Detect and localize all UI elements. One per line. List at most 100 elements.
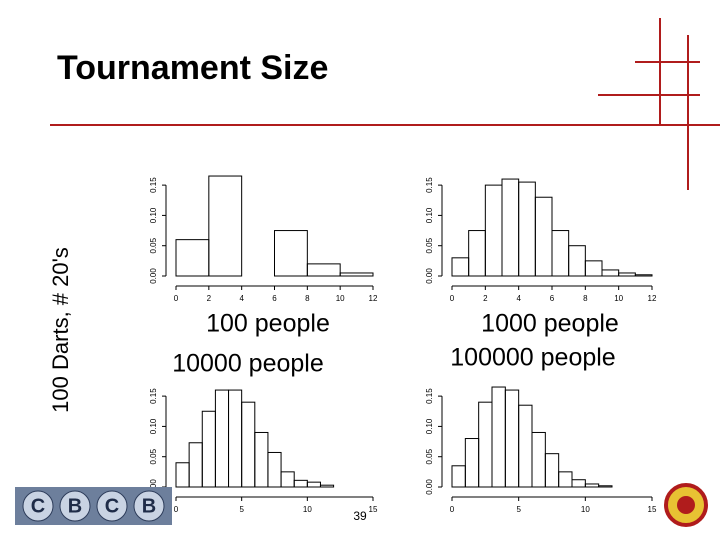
logo-disc (59, 490, 91, 522)
x-tick-label: 5 (239, 505, 244, 514)
bar (468, 230, 486, 277)
bar (267, 451, 282, 488)
bar (208, 175, 243, 277)
bar (601, 269, 620, 277)
y-tick-label: 0.05 (149, 237, 158, 253)
y-tick-label: 0.15 (149, 388, 158, 404)
x-tick-label: 12 (369, 294, 378, 303)
histogram-chart: 0 5 10 15 0.00 0.05 0.10 0.15 (149, 388, 378, 514)
x-tick-label: 4 (516, 294, 521, 303)
x-tick-label: 0 (450, 294, 455, 303)
bar (518, 404, 533, 488)
x-tick-label: 0 (174, 505, 179, 514)
x-tick-label: 0 (174, 294, 179, 303)
histogram-chart: 0 2 4 6 8 10 12 0.00 0.05 0.10 0.15 (425, 177, 657, 303)
bar (478, 401, 493, 488)
bar (241, 401, 256, 488)
logo-disc (22, 490, 54, 522)
bar (551, 230, 570, 277)
y-tick-label: 0.10 (149, 418, 158, 434)
bar (491, 386, 506, 488)
y-tick-label: 0.00 (149, 479, 158, 495)
bar (274, 230, 308, 277)
page-number: 39 (353, 509, 367, 523)
bar (451, 465, 466, 488)
bar (618, 272, 636, 277)
bar (598, 485, 613, 488)
logo-letter: C (31, 495, 45, 517)
x-tick-label: 15 (369, 505, 378, 514)
bar (280, 471, 295, 488)
logo-disc (96, 490, 128, 522)
x-tick-label: 8 (305, 294, 310, 303)
bar (201, 410, 216, 488)
bar (319, 484, 335, 488)
histogram-chart: 0 5 10 15 0.00 0.05 0.10 0.15 (425, 386, 657, 514)
bar (544, 453, 560, 488)
y-tick-label: 0.15 (425, 388, 434, 404)
bar (293, 479, 308, 488)
x-tick-label: 4 (239, 294, 244, 303)
slide-title: Tournament Size (57, 49, 328, 87)
x-tick-label: 10 (336, 294, 345, 303)
bar (634, 274, 653, 277)
x-tick-label: 6 (550, 294, 555, 303)
y-tick-label: 0.10 (425, 418, 434, 434)
bar (501, 178, 520, 277)
bar (558, 471, 573, 488)
y-tick-label: 0.15 (149, 177, 158, 193)
y-tick-label: 0.00 (149, 268, 158, 284)
x-tick-label: 15 (648, 505, 657, 514)
bar (584, 260, 603, 277)
bar (584, 483, 600, 488)
chart-caption: 1000 people (481, 310, 619, 338)
x-tick-label: 2 (483, 294, 488, 303)
decoration (50, 18, 720, 190)
bar (451, 257, 470, 277)
y-tick-label: 0.10 (425, 207, 434, 223)
y-tick-label: 0.00 (425, 268, 434, 284)
logo-disc (133, 490, 165, 522)
bar (306, 481, 321, 488)
seal (664, 483, 708, 527)
logo-letter: C (105, 495, 119, 517)
chart-caption: 100 people (206, 310, 330, 338)
bar (568, 245, 586, 277)
bar (464, 438, 480, 488)
x-tick-label: 10 (581, 505, 590, 514)
bar (571, 479, 586, 488)
bar (306, 263, 341, 277)
bar (214, 389, 230, 488)
bar (188, 442, 203, 488)
chart-caption: 10000 people (172, 350, 324, 378)
bar (531, 431, 546, 488)
bar (534, 196, 553, 277)
x-tick-label: 8 (583, 294, 588, 303)
y-tick-label: 0.05 (425, 237, 434, 253)
x-tick-label: 10 (303, 505, 312, 514)
logo-letter: B (142, 495, 156, 517)
bar (484, 184, 503, 277)
x-tick-label: 5 (516, 505, 521, 514)
y-tick-label: 0.10 (149, 207, 158, 223)
bar (254, 431, 269, 488)
x-tick-label: 0 (450, 505, 455, 514)
histogram-chart: 0 2 4 6 8 10 12 0.00 0.05 0.10 0.15 (149, 175, 378, 303)
charts: 0 2 4 6 8 10 12 0.00 0.05 0.10 0.15 100 people 0 2 4 6 8… (149, 175, 657, 514)
side-label: 100 Darts, # 20's (48, 247, 73, 413)
bar (339, 272, 374, 277)
bar (504, 389, 520, 488)
bar (175, 462, 190, 488)
y-tick-label: 0.15 (425, 177, 434, 193)
x-tick-label: 2 (207, 294, 212, 303)
x-tick-label: 12 (648, 294, 657, 303)
y-tick-label: 0.05 (425, 448, 434, 464)
bar (518, 181, 536, 277)
y-tick-label: 0.00 (425, 479, 434, 495)
logo-letter: B (68, 495, 82, 517)
x-tick-label: 10 (614, 294, 623, 303)
bar (175, 239, 210, 277)
bar (228, 389, 243, 488)
